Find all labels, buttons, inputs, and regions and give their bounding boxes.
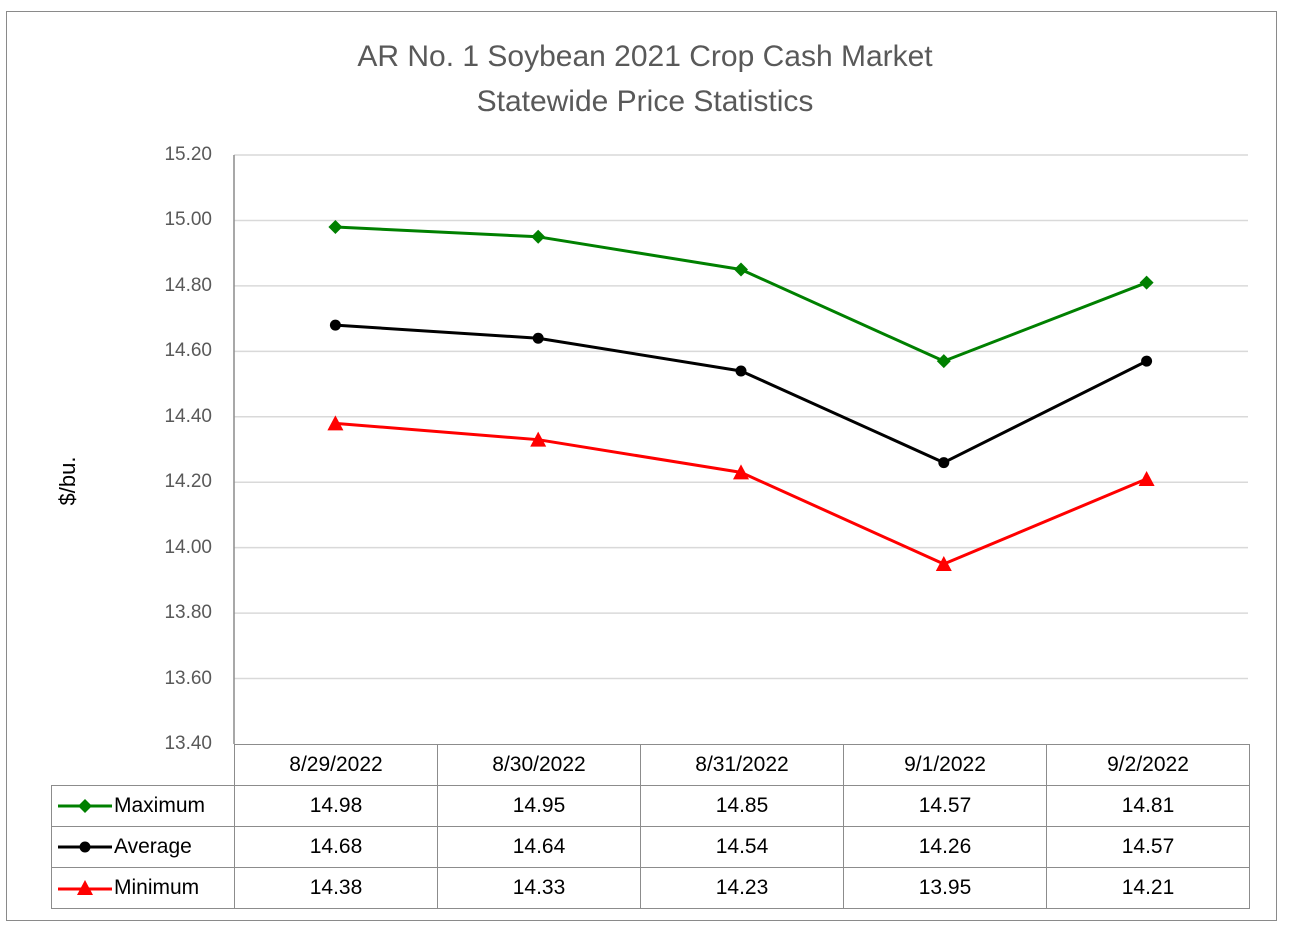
chart-title-line2: Statewide Price Statistics xyxy=(476,85,814,118)
y-tick-label: 13.80 xyxy=(164,602,212,624)
triangle-marker-icon xyxy=(327,415,344,431)
diamond-marker-icon xyxy=(58,799,112,814)
diamond-marker-icon xyxy=(531,229,546,244)
triangle-marker-icon xyxy=(935,556,952,572)
table-header-cell: 8/31/2022 xyxy=(640,744,844,786)
diamond-marker-icon xyxy=(1139,275,1154,290)
table-cell: 14.54 xyxy=(640,826,844,868)
diamond-marker-icon xyxy=(328,219,343,234)
triangle-marker-icon xyxy=(733,464,749,480)
table-cell: 14.85 xyxy=(640,785,844,827)
data-table: 8/29/2022 8/30/2022 8/31/2022 9/1/2022 9… xyxy=(51,744,1250,909)
legend-entry-minimum: Minimum xyxy=(51,867,235,909)
chart-title-line1: AR No. 1 Soybean 2021 Crop Cash Market xyxy=(357,40,933,73)
y-tick-label: 13.60 xyxy=(164,667,212,689)
table-cell: 14.21 xyxy=(1046,867,1250,909)
table-corner xyxy=(51,744,235,786)
table-cell: 14.33 xyxy=(437,867,641,909)
series-line-average xyxy=(335,323,1148,465)
table-cell: 14.64 xyxy=(437,826,641,868)
y-tick-label: 14.60 xyxy=(164,340,212,362)
table-cell: 14.57 xyxy=(1046,826,1250,868)
y-tick-label: 15.00 xyxy=(164,209,212,231)
table-cell: 14.38 xyxy=(234,867,438,909)
table-row: Minimum 14.38 14.33 14.23 13.95 14.21 xyxy=(51,867,1250,909)
y-tick-label: 14.20 xyxy=(164,471,212,493)
table-cell: 14.68 xyxy=(234,826,438,868)
table-row: Average 14.68 14.64 14.54 14.26 14.57 xyxy=(51,826,1250,868)
table-cell: 14.57 xyxy=(843,785,1047,827)
chart-title: AR No. 1 Soybean 2021 Crop Cash Market S… xyxy=(0,34,1290,124)
y-tick-label: 15.20 xyxy=(164,144,212,165)
circle-marker-icon xyxy=(938,457,950,469)
triangle-marker-icon xyxy=(530,431,547,447)
table-header-cell: 9/2/2022 xyxy=(1046,744,1250,786)
legend-label: Average xyxy=(114,835,192,858)
table-header-row: 8/29/2022 8/30/2022 8/31/2022 9/1/2022 9… xyxy=(51,744,1250,786)
table-cell: 14.26 xyxy=(843,826,1047,868)
legend-label: Maximum xyxy=(114,794,206,817)
y-tick-label: 14.80 xyxy=(164,274,212,296)
table-header-cell: 8/29/2022 xyxy=(234,744,438,786)
circle-marker-icon xyxy=(329,319,341,331)
triangle-marker-icon xyxy=(58,880,112,896)
circle-marker-icon xyxy=(532,332,544,344)
table-cell: 14.23 xyxy=(640,867,844,909)
y-tick-label: 14.00 xyxy=(164,536,212,558)
table-cell: 14.95 xyxy=(437,785,641,827)
table-row: Maximum 14.98 14.95 14.85 14.57 14.81 xyxy=(51,785,1250,827)
table-cell: 13.95 xyxy=(843,867,1047,909)
diamond-marker-icon xyxy=(734,262,748,277)
y-tick-label: 14.40 xyxy=(164,405,212,427)
series-line-minimum xyxy=(335,421,1148,566)
circle-marker-icon xyxy=(58,841,112,853)
legend-entry-maximum: Maximum xyxy=(51,785,235,827)
circle-marker-icon xyxy=(1141,355,1153,367)
table-header-cell: 8/30/2022 xyxy=(437,744,641,786)
series-line-maximum xyxy=(335,225,1148,363)
table-header-cell: 9/1/2022 xyxy=(843,744,1047,786)
legend-label: Minimum xyxy=(114,876,200,899)
table-cell: 14.81 xyxy=(1046,785,1250,827)
table-cell: 14.98 xyxy=(234,785,438,827)
circle-marker-icon xyxy=(735,365,747,377)
legend-entry-average: Average xyxy=(51,826,235,868)
triangle-marker-icon xyxy=(1138,470,1155,486)
diamond-marker-icon xyxy=(936,354,951,369)
